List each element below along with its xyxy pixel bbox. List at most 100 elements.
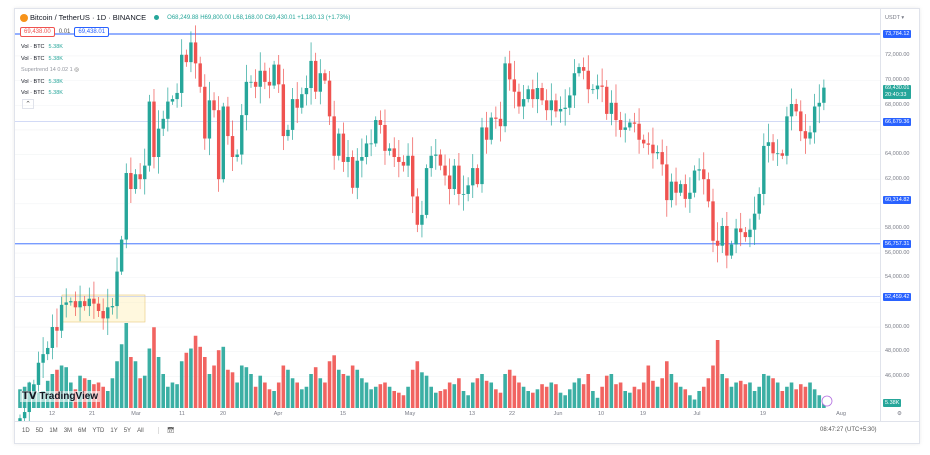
candle-body (466, 185, 470, 194)
collapse-legend-button[interactable]: ⌃ (22, 99, 34, 109)
candle-body (549, 100, 553, 111)
candle-body (41, 354, 45, 363)
candle-body (508, 63, 512, 80)
volume-bar (124, 323, 129, 408)
volume-bar (757, 386, 761, 408)
candle-body (711, 201, 715, 241)
high-value: H69,800.00 (200, 14, 232, 21)
candle-body (614, 102, 618, 121)
spread-value: 0.01 (58, 29, 71, 35)
price-tick: 56,000.00 (885, 249, 910, 256)
candle-body (646, 143, 651, 145)
volume-bar (480, 374, 484, 408)
currency-selector[interactable]: USDT ▾ (885, 15, 905, 21)
candle-body (212, 100, 216, 111)
legend-name: Vol · BTC (21, 44, 45, 50)
candle-body (106, 307, 110, 319)
range-button-5y[interactable]: 5Y (123, 427, 132, 434)
volume-bar (715, 340, 720, 408)
candle-body (119, 239, 124, 272)
price-axis[interactable]: USDT ▾ 72,000.00 70,000.00 68,000.00 64,000… (880, 9, 920, 422)
volume-bar (438, 391, 443, 408)
candle-body (36, 362, 41, 385)
candle-body (789, 104, 794, 117)
volume-bar (364, 382, 369, 408)
range-button-6m[interactable]: 6M (78, 427, 87, 434)
volume-bar (544, 386, 549, 408)
volume-bar (336, 369, 341, 408)
volume-bar (55, 369, 59, 408)
volume-bar (258, 375, 263, 408)
range-button-ytd[interactable]: YTD (92, 427, 105, 434)
time-tick: 19 (759, 411, 767, 417)
legend-item[interactable]: Vol · BTC 5.38K (21, 88, 79, 100)
time-tick: 22 (508, 411, 516, 417)
volume-bar (360, 378, 364, 408)
range-button-3m[interactable]: 3M (63, 427, 73, 434)
volume-bar (397, 392, 401, 408)
volume-bar (101, 386, 105, 408)
volume-bar (572, 382, 577, 408)
volume-bar (604, 375, 609, 408)
candle-body (281, 84, 286, 137)
clock[interactable]: 08:47:27 (UTC+5:30) (820, 427, 877, 433)
volume-bar (332, 355, 336, 408)
buy-button[interactable]: 69,438.01 (74, 27, 110, 37)
range-button-1y[interactable]: 1Y (110, 427, 118, 434)
volume-bar (683, 389, 688, 408)
sell-button[interactable]: 69,438.00 (20, 27, 55, 37)
symbol-title[interactable]: Bitcoin / TetherUS · 1D · BINANCE (20, 13, 146, 23)
volume-bar (212, 365, 216, 408)
volume-bar (184, 352, 189, 408)
candle-body (392, 148, 396, 158)
candle-body (808, 132, 812, 139)
volume-bar (355, 369, 360, 408)
candle-body (775, 153, 780, 155)
legend-item[interactable]: Supertrend 14 0.02 1 ◎ (21, 65, 79, 77)
legend-item[interactable]: Vol · BTC 5.38K (21, 77, 79, 89)
bar-countdown: 20:40:33 (885, 92, 907, 99)
candle-body (59, 304, 64, 331)
volume-bar (812, 389, 817, 408)
candle-body (669, 181, 674, 201)
currency-label: USDT (885, 15, 900, 21)
candle-body (799, 111, 803, 132)
candle-body (64, 302, 68, 305)
volume-bar (489, 382, 494, 408)
candle-body (337, 133, 341, 156)
range-button-1m[interactable]: 1M (49, 427, 58, 434)
candle-body (277, 64, 281, 85)
volume-bar (669, 374, 674, 408)
candle-body (480, 127, 484, 185)
range-button-5d[interactable]: 5D (35, 427, 44, 434)
candle-body (471, 168, 475, 186)
legend-item[interactable]: Vol · BTC 5.38K (21, 54, 79, 66)
volume-bar (249, 374, 253, 408)
candle-body (702, 169, 706, 180)
volume-bar (507, 369, 512, 408)
hidden-eye-icon[interactable]: ◎ (74, 67, 80, 73)
candle-body (678, 184, 683, 193)
price-tick: 64,000.00 (885, 151, 910, 158)
volume-bar (244, 367, 249, 408)
candle-body (725, 225, 729, 256)
go-to-date-icon[interactable]: 📅︎ (157, 427, 174, 434)
volume-bar (798, 384, 803, 408)
candle-body (554, 100, 558, 112)
time-tick: Mar (131, 411, 141, 417)
candle-body (771, 142, 775, 154)
candle-body (309, 60, 313, 89)
candle-body (175, 92, 179, 100)
range-button-all[interactable]: All (137, 427, 144, 434)
candle-body (822, 87, 826, 103)
volume-bar (142, 375, 147, 408)
axis-settings-icon[interactable]: ⚙ (897, 411, 902, 417)
volume-bar (697, 391, 701, 408)
volume-bar (748, 382, 752, 408)
volume-bar (817, 395, 822, 408)
candle-body (605, 86, 609, 114)
price-chart[interactable] (0, 0, 880, 422)
candle-body (595, 85, 600, 90)
range-button-1d[interactable]: 1D (22, 427, 30, 434)
legend-item[interactable]: Vol · BTC 5.38K (21, 42, 79, 54)
